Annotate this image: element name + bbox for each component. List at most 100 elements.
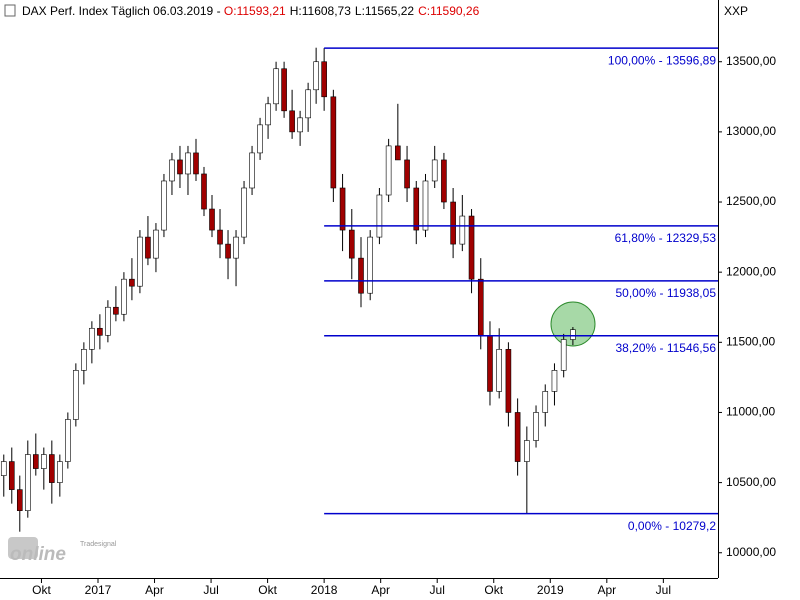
quote-value: O:11593,21	[224, 4, 286, 18]
candle-body	[533, 412, 539, 441]
fib-label: 61,80% - 12329,53	[615, 231, 717, 245]
candle-body	[249, 152, 255, 189]
y-tick-label: 12000,00	[726, 264, 776, 278]
candle-body	[570, 329, 576, 340]
candle-body	[16, 489, 23, 511]
x-tick-label: Apr	[597, 583, 616, 597]
candle-body	[49, 454, 55, 483]
fib-label: 100,00% - 13596,89	[608, 53, 716, 67]
candle-body	[273, 68, 279, 105]
candle-body	[81, 349, 87, 371]
candle-body	[496, 349, 502, 392]
watermark: Tradesignal online	[8, 537, 117, 565]
candle-body	[0, 461, 7, 476]
x-tick-label: Okt	[258, 583, 277, 597]
candle-body	[193, 152, 199, 175]
x-tick-label: Jul	[656, 583, 671, 597]
candle-body	[348, 229, 355, 259]
candle-body	[233, 236, 239, 259]
x-tick-label: 2018	[311, 583, 338, 597]
x-tick-label: 2017	[85, 583, 112, 597]
candle-body	[313, 61, 319, 91]
y-tick-label: 10000,00	[726, 545, 776, 559]
candle-body	[560, 339, 567, 371]
candle-body	[395, 145, 401, 161]
candle-body	[209, 208, 215, 231]
candle-body	[422, 180, 429, 231]
y-tick-label: 12500,00	[726, 194, 776, 208]
x-tick-label: Jul	[203, 583, 218, 597]
candle-body	[257, 124, 263, 154]
y-tick-label: 11000,00	[726, 405, 775, 419]
candle-body	[89, 327, 95, 350]
candle-body	[289, 110, 295, 133]
watermark-brand: Tradesignal	[80, 541, 117, 548]
candle-body	[487, 334, 493, 392]
candle-body	[459, 215, 466, 245]
highlight-circle	[550, 301, 596, 347]
candle-body	[524, 440, 530, 462]
candle-body	[297, 117, 303, 133]
candle-body	[404, 159, 410, 189]
fib-label: 0,00% - 10279,2	[628, 519, 716, 533]
candle-body	[145, 236, 151, 259]
fib-label: 50,00% - 11938,05	[615, 286, 716, 300]
candle-body	[385, 145, 392, 196]
candle-body	[281, 68, 287, 112]
candle-body	[65, 419, 71, 462]
candle-body	[161, 180, 167, 231]
candle-body	[8, 461, 15, 490]
x-tick-label: Okt	[484, 583, 503, 597]
y-tick-label: 11500,00	[726, 334, 775, 348]
x-tick-label: Okt	[32, 583, 51, 597]
candle-body	[177, 159, 183, 175]
candle-body	[57, 461, 63, 483]
candle-body	[450, 201, 456, 245]
y-tick-label: 13000,00	[726, 124, 776, 138]
candle-body	[73, 370, 79, 420]
candle-body	[185, 152, 191, 175]
watermark-text: online	[10, 544, 66, 565]
candle-body	[468, 215, 475, 280]
candle-body	[41, 454, 47, 469]
candle-body	[477, 278, 484, 336]
quote-value: C:11590,26	[418, 4, 479, 18]
candle-body	[321, 61, 327, 98]
candle-body	[542, 391, 549, 413]
candle-body	[225, 243, 231, 259]
candle-body	[201, 173, 207, 210]
candle-body	[97, 327, 103, 336]
candle-body	[305, 89, 311, 119]
candle-body	[105, 306, 111, 336]
candle-body	[217, 229, 223, 245]
x-tick-label: 2019	[537, 583, 564, 597]
candle-body	[169, 159, 175, 182]
candle-body	[153, 229, 159, 259]
quote-value: L:11565,22	[355, 4, 414, 18]
candle-body	[121, 278, 127, 315]
quote-value: H:11608,73	[290, 4, 351, 18]
candle-body	[441, 159, 447, 203]
candle-body	[137, 236, 143, 287]
candle-body	[376, 194, 383, 238]
candle-body	[551, 370, 558, 392]
x-tick-label: Jul	[430, 583, 445, 597]
candle-body	[505, 349, 512, 413]
y-tick-label: 10500,00	[726, 475, 776, 489]
candle-body	[24, 454, 31, 511]
chart-title: DAX Perf. Index Täglich 06.03.2019 -	[22, 4, 224, 18]
fib-label: 38,20% - 11546,56	[615, 341, 716, 355]
chart-header: DAX Perf. Index Täglich 06.03.2019 - O:1…	[22, 4, 480, 18]
symbol: XXP	[724, 4, 748, 18]
x-tick-label: Apr	[145, 583, 164, 597]
x-tick-label: Apr	[371, 583, 390, 597]
candle-body	[514, 412, 521, 462]
candle-body	[358, 257, 364, 294]
candle-body	[113, 306, 119, 315]
candle-body	[413, 187, 420, 231]
watermark-badge	[8, 537, 38, 559]
candle-body	[339, 187, 346, 231]
menu-icon[interactable]	[4, 4, 16, 17]
